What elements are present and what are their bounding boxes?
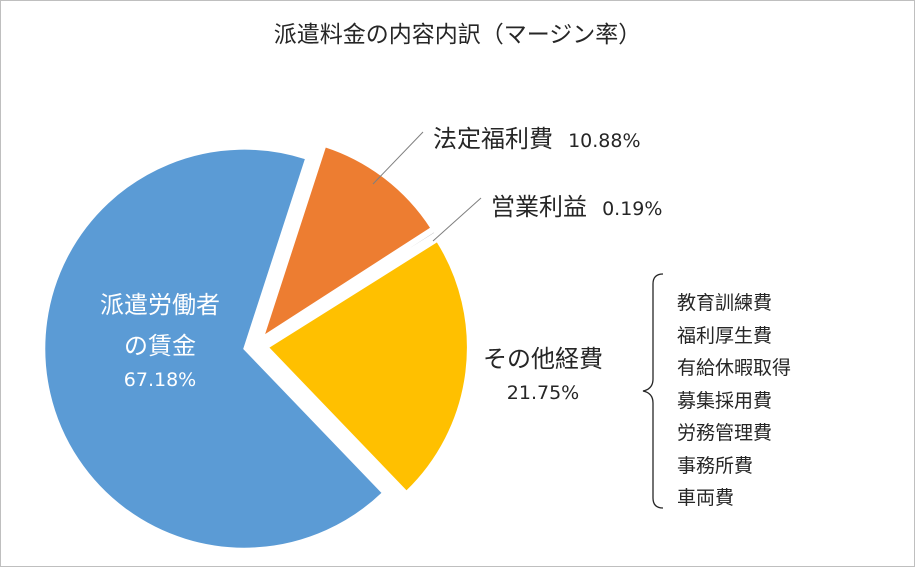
breakdown-item: 有給休暇取得 xyxy=(677,357,792,379)
label-legal-welfare-name: 法定福利費 xyxy=(433,125,553,153)
breakdown-item: 募集採用費 xyxy=(677,389,773,412)
label-wages-name-line1: 派遣労働者 xyxy=(100,291,220,319)
label-operating-profit: 営業利益 0.19% xyxy=(491,187,662,222)
brace-other-costs xyxy=(642,273,664,509)
breakdown-item: 事務所費 xyxy=(677,454,754,477)
label-legal-welfare: 法定福利費 10.88% xyxy=(433,119,641,154)
label-other-costs-value: 21.75% xyxy=(506,382,580,404)
pie-slice-operating-profit xyxy=(265,229,437,341)
breakdown-item: 教育訓練費 xyxy=(677,292,773,314)
label-other-costs: その他経費 21.75% xyxy=(473,339,613,404)
label-other-costs-name: その他経費 xyxy=(483,345,603,373)
pie-slice-wages xyxy=(43,147,385,550)
leader-line-legal-welfare xyxy=(372,131,424,185)
breakdown-item: 労務管理費 xyxy=(677,422,773,444)
label-wages: 派遣労働者 の賃金 67.18% xyxy=(75,285,245,391)
label-operating-profit-value: 0.19% xyxy=(602,198,663,220)
breakdown-item: 車両費 xyxy=(677,487,735,509)
pie-slice-legal-welfare xyxy=(261,145,433,339)
breakdown-item: 福利厚生費 xyxy=(677,324,773,347)
chart-title: 派遣料金の内容内訳（マージン率） xyxy=(273,22,642,48)
label-wages-value: 67.18% xyxy=(123,369,197,391)
label-wages-name-line2: の賃金 xyxy=(124,332,196,360)
pie-slice-other-costs xyxy=(266,239,469,494)
other-costs-breakdown-list: 教育訓練費 福利厚生費 有給休暇取得 募集採用費 労務管理費 事務所費 車両費 xyxy=(677,287,791,515)
leader-line-operating-profit xyxy=(432,197,482,242)
label-operating-profit-name: 営業利益 xyxy=(491,193,587,221)
label-legal-welfare-value: 10.88% xyxy=(568,130,641,152)
